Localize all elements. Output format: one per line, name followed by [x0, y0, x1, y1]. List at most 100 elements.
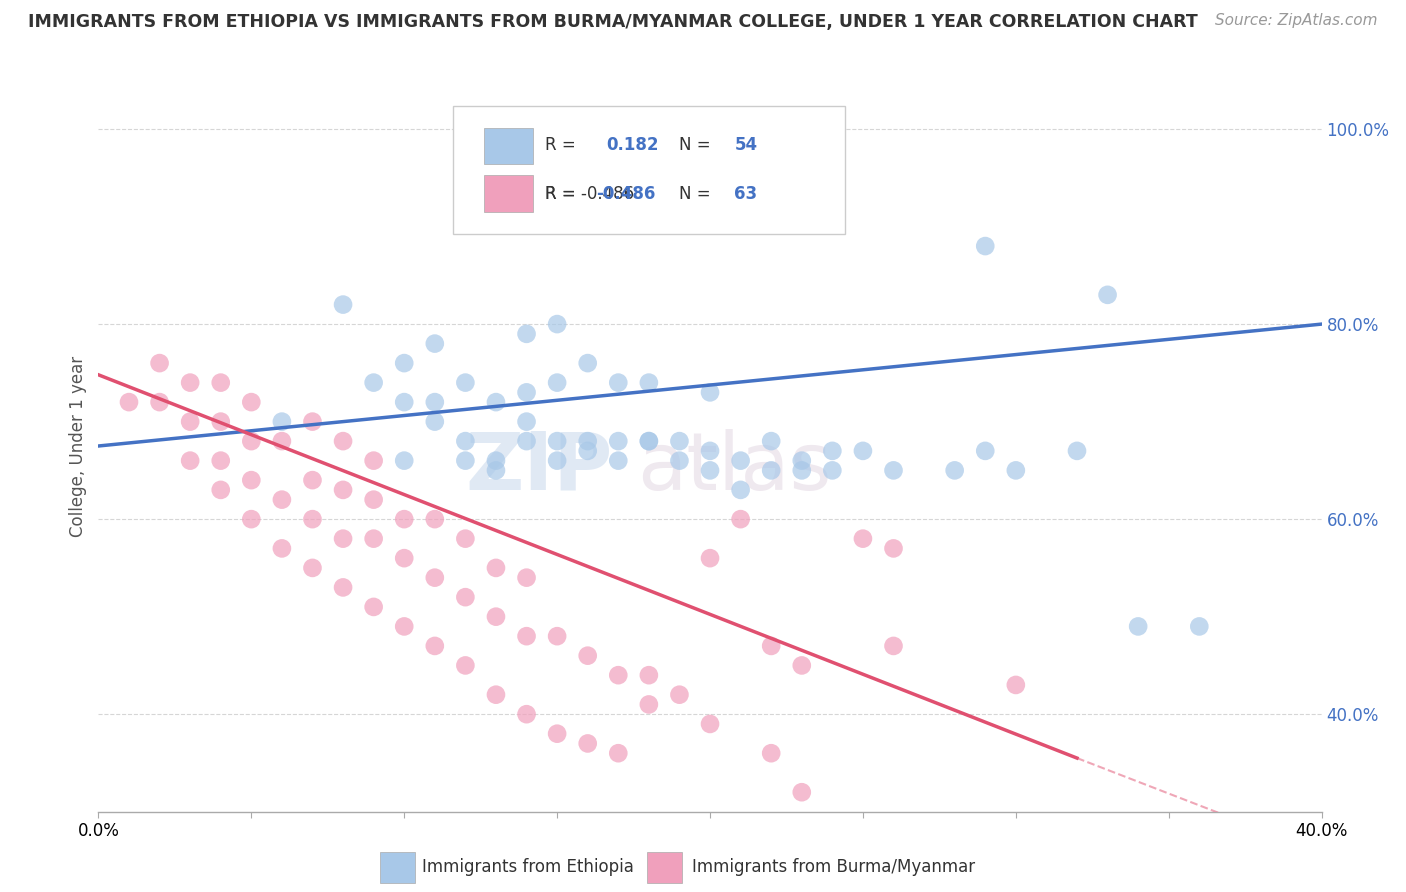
- Point: [392, 356, 416, 370]
- Point: [607, 376, 630, 390]
- Y-axis label: College, Under 1 year: College, Under 1 year: [69, 355, 87, 537]
- Point: [485, 453, 508, 467]
- Point: [454, 590, 477, 604]
- Point: [1004, 678, 1026, 692]
- Point: [392, 395, 416, 409]
- Text: R =: R =: [546, 185, 581, 202]
- Point: [852, 532, 875, 546]
- Bar: [484, 176, 533, 212]
- Point: [637, 668, 661, 682]
- Point: [516, 385, 538, 400]
- Point: [730, 453, 752, 467]
- Point: [699, 385, 721, 400]
- Point: [790, 785, 813, 799]
- Text: R = -0.486: R = -0.486: [546, 185, 634, 202]
- Point: [454, 453, 477, 467]
- Point: [759, 639, 782, 653]
- Point: [1004, 463, 1026, 477]
- Point: [576, 434, 599, 449]
- Point: [576, 443, 599, 458]
- Point: [392, 453, 416, 467]
- Point: [730, 483, 752, 497]
- Point: [392, 512, 416, 526]
- Point: [209, 415, 232, 429]
- Point: [423, 415, 446, 429]
- Point: [485, 395, 508, 409]
- Point: [607, 453, 630, 467]
- Point: [546, 376, 568, 390]
- Point: [1097, 288, 1119, 302]
- Point: [301, 512, 323, 526]
- Point: [637, 698, 661, 712]
- Point: [363, 492, 385, 507]
- Text: ZIP: ZIP: [465, 429, 612, 507]
- Point: [332, 434, 354, 449]
- Point: [118, 395, 141, 409]
- Point: [1188, 619, 1211, 633]
- Text: -0.486: -0.486: [596, 185, 655, 202]
- Point: [699, 717, 721, 731]
- Point: [332, 532, 354, 546]
- Point: [974, 239, 997, 253]
- Point: [423, 336, 446, 351]
- Point: [790, 453, 813, 467]
- Point: [179, 376, 201, 390]
- Point: [883, 541, 905, 556]
- Point: [699, 463, 721, 477]
- Point: [730, 512, 752, 526]
- Point: [149, 395, 172, 409]
- Point: [423, 512, 446, 526]
- Point: [607, 746, 630, 760]
- Point: [576, 356, 599, 370]
- Point: [883, 639, 905, 653]
- Text: N =: N =: [679, 185, 716, 202]
- Point: [209, 453, 232, 467]
- Point: [454, 532, 477, 546]
- Point: [423, 639, 446, 653]
- Text: 54: 54: [734, 136, 758, 153]
- Point: [821, 463, 844, 477]
- Point: [516, 571, 538, 585]
- Point: [332, 297, 354, 311]
- Point: [759, 746, 782, 760]
- Point: [392, 551, 416, 566]
- Point: [699, 443, 721, 458]
- Text: Source: ZipAtlas.com: Source: ZipAtlas.com: [1215, 13, 1378, 29]
- Point: [546, 434, 568, 449]
- Point: [454, 658, 477, 673]
- Point: [485, 688, 508, 702]
- Point: [209, 376, 232, 390]
- Point: [240, 512, 263, 526]
- Point: [1066, 443, 1088, 458]
- Point: [576, 648, 599, 663]
- Point: [240, 473, 263, 487]
- Point: [363, 599, 385, 614]
- Point: [209, 483, 232, 497]
- Point: [332, 483, 354, 497]
- Point: [485, 463, 508, 477]
- Point: [392, 619, 416, 633]
- Point: [974, 443, 997, 458]
- Point: [699, 551, 721, 566]
- Point: [485, 561, 508, 575]
- Point: [240, 395, 263, 409]
- Text: 0.182: 0.182: [606, 136, 658, 153]
- FancyBboxPatch shape: [453, 106, 845, 234]
- Point: [240, 434, 263, 449]
- Point: [759, 463, 782, 477]
- Text: atlas: atlas: [637, 429, 831, 507]
- Point: [363, 532, 385, 546]
- Point: [485, 609, 508, 624]
- Text: 63: 63: [734, 185, 758, 202]
- Point: [943, 463, 966, 477]
- Point: [546, 161, 568, 175]
- Point: [668, 434, 690, 449]
- Point: [179, 453, 201, 467]
- Point: [637, 434, 661, 449]
- Point: [1128, 619, 1150, 633]
- Point: [546, 727, 568, 741]
- Point: [516, 434, 538, 449]
- Point: [516, 707, 538, 722]
- Point: [637, 434, 661, 449]
- Point: [790, 463, 813, 477]
